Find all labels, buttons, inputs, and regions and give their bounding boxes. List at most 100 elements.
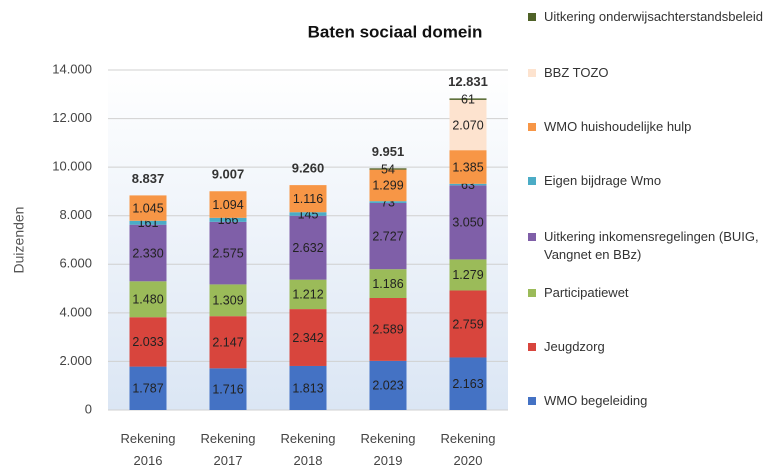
data-label: 1.480 [132,293,163,307]
legend-label: WMO huishoudelijke hulp [544,119,692,134]
bar-segment [289,365,327,410]
bar-segment [449,357,487,410]
legend-label: Uitkering onderwijsachterstandsbeleid [544,9,763,24]
x-tick-label: Rekening 2019 [361,431,416,468]
bar-segment [449,185,487,260]
y-tick-label: 0 [85,401,92,416]
data-label: 2.589 [372,323,403,337]
data-label: 1.385 [452,160,483,174]
legend-item: WMO huishoudelijke hulp [528,118,780,136]
legend-item: BBZ TOZO [528,64,780,82]
legend-swatch [528,397,536,405]
total-label: 12.831 [448,74,488,89]
data-label: 1.813 [292,381,323,395]
y-tick-label: 4.000 [59,304,92,319]
bar-segment [449,99,487,151]
bar-segment [289,185,327,213]
data-label: 1.045 [132,201,163,215]
bar-segment [129,220,167,225]
data-label: 2.330 [132,246,163,260]
bar-segment [209,368,247,410]
x-tick-label: Rekening 2020 [441,431,496,468]
x-tick-label-line: Rekening [361,431,416,446]
y-tick-label: 10.000 [52,159,92,174]
legend: Uitkering onderwijsachterstandsbeleid BBZ… [528,0,778,471]
data-label: 1.309 [212,294,243,308]
data-label: 1.212 [292,288,323,302]
legend-label: Uitkering inkomensregelingen (BUIG, Vang… [544,229,759,262]
legend-swatch [528,69,536,77]
bar-segment [449,183,487,186]
legend-item: Jeugdzorg [528,338,780,356]
legend-swatch [528,233,536,241]
legend-swatch [528,177,536,185]
legend-label: BBZ TOZO [544,65,609,80]
data-label: 61 [461,92,475,106]
data-label: 2.163 [452,377,483,391]
bar-segment [209,221,247,285]
x-tick-label-line: 2018 [294,453,323,468]
legend-label: Jeugdzorg [544,339,605,354]
data-label: 2.727 [372,229,403,243]
x-tick-label-line: Rekening [201,431,256,446]
total-label: 8.837 [132,171,165,186]
legend-item: Eigen bijdrage Wmo [528,172,780,190]
total-label: 9.007 [212,167,245,182]
y-tick-label: 2.000 [59,353,92,368]
legend-swatch [528,289,536,297]
legend-item: WMO begeleiding [528,392,780,410]
bar-segment [129,224,167,282]
legend-item: Uitkering inkomensregelingen (BUIG, Vang… [528,228,780,264]
bar-segment [289,309,327,366]
x-tick-label-line: 2016 [134,453,163,468]
x-tick-label: Rekening 2018 [281,431,336,468]
bar-segment [129,281,167,318]
data-label: 1.116 [293,192,323,206]
data-label: 1.094 [212,198,243,212]
bar-segment [289,212,327,216]
bar-segment [129,195,167,221]
chart-title: Baten sociaal domein [308,22,483,41]
legend-label: Eigen bijdrage Wmo [544,173,662,188]
data-label: 2.070 [452,118,483,132]
y-axis-label: Duizenden [11,207,27,274]
bar-segment [209,191,247,218]
data-label: 1.299 [372,179,403,193]
legend-swatch [528,123,536,131]
y-tick-label: 6.000 [59,256,92,271]
bar-segment [369,169,407,202]
bar-segment [209,316,247,369]
y-tick-label: 14.000 [52,61,92,76]
total-label: 9.260 [292,161,325,176]
data-label: 2.147 [212,336,243,350]
legend-swatch [528,343,536,351]
bar-segment [209,284,247,317]
data-label: 3.050 [452,216,483,230]
bar-segment [289,279,327,310]
total-label: 9.951 [372,144,405,159]
bar-segment [449,259,487,291]
x-tick-label-line: Rekening [441,431,496,446]
chart: Baten sociaal domein Duizenden 0 2.000 4.0… [11,22,508,468]
legend-item: Participatiewet [528,284,780,302]
data-label: 2.023 [372,379,403,393]
x-tick-label: Rekening 2017 [201,431,256,468]
bar-segment [449,98,487,100]
x-tick-label-line: Rekening [121,431,176,446]
x-tick-label: Rekening 2016 [121,431,176,468]
bar-segment [449,290,487,358]
bar-segment [129,317,167,367]
data-label: 1.787 [132,382,163,396]
bar-segment [449,150,487,184]
bar-segment [369,269,407,298]
x-tick-label-line: 2019 [374,453,403,468]
data-label: 2.632 [292,241,323,255]
bar-segment [369,202,407,270]
bar-segment [369,201,407,203]
bar-segment [369,297,407,361]
data-label: 2.575 [212,246,243,260]
bar-segment [369,360,407,410]
data-label: 1.716 [212,382,243,396]
x-tick-label-line: 2017 [214,453,243,468]
y-tick-label: 8.000 [59,207,92,222]
